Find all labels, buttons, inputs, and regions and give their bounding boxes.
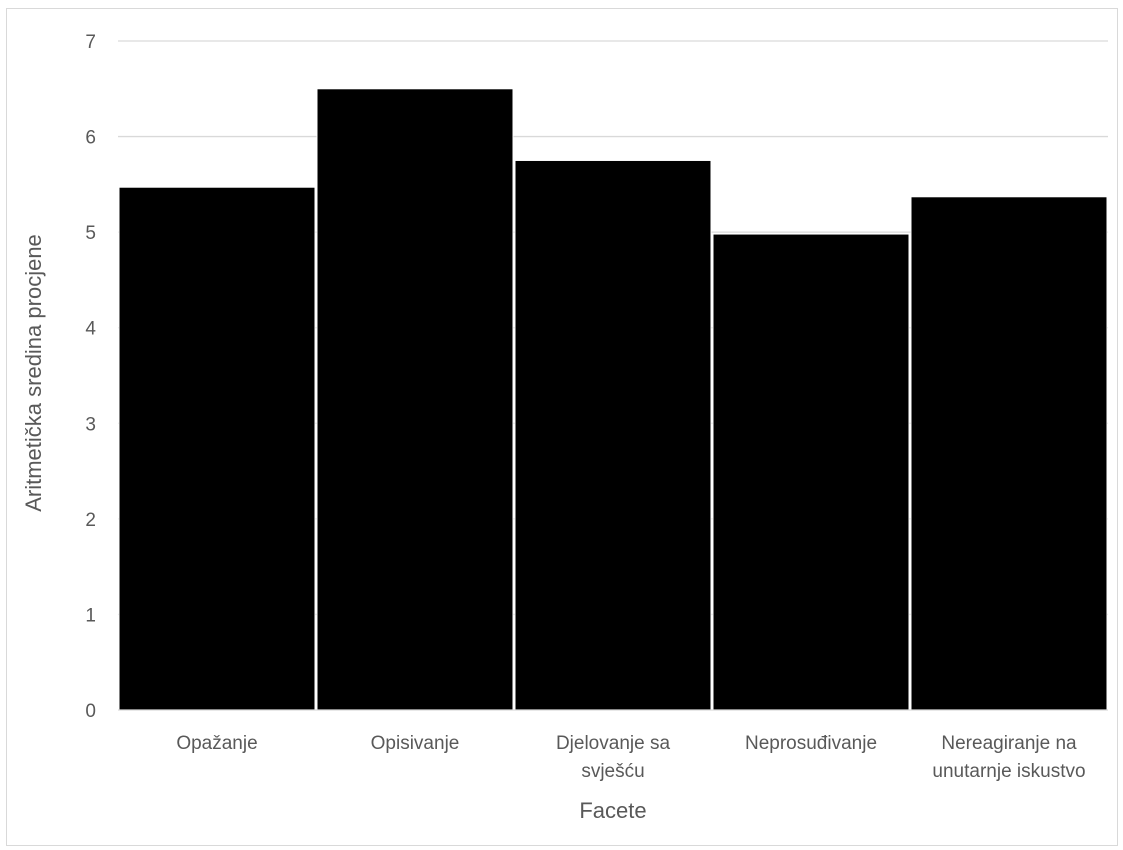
bar xyxy=(712,233,910,711)
y-tick-label: 3 xyxy=(85,414,96,435)
x-tick-label-line: unutarnje iskustvo xyxy=(932,761,1085,782)
bars xyxy=(118,88,1108,711)
y-tick-labels: 0 1 2 3 4 5 6 7 xyxy=(85,32,96,722)
x-tick-label-line: Djelovanje sa xyxy=(556,733,670,754)
x-tick-labels: Opažanje Opisivanje Djelovanje sa svješću Ne… xyxy=(176,733,1085,782)
y-tick-label: 0 xyxy=(85,701,96,722)
x-tick-label: Opažanje xyxy=(176,733,257,754)
x-tick-label-line: Opažanje xyxy=(176,733,257,754)
x-tick-label: Nereagiranje na unutarnje iskustvo xyxy=(932,733,1085,782)
y-tick-label: 1 xyxy=(85,605,96,626)
x-axis-title: Facete xyxy=(579,798,646,823)
x-tick-label: Neprosuđivanje xyxy=(745,733,877,754)
y-axis-title: Aritmetička sredina procjene xyxy=(21,234,46,512)
y-tick-label: 5 xyxy=(85,223,96,244)
x-tick-label: Opisivanje xyxy=(371,733,460,754)
x-tick-label-line: Nereagiranje na xyxy=(941,733,1077,754)
y-tick-label: 7 xyxy=(85,32,96,53)
bar xyxy=(118,186,316,711)
y-tick-label: 2 xyxy=(85,510,96,531)
x-tick-label-line: Opisivanje xyxy=(371,733,460,754)
bar xyxy=(514,159,712,711)
x-tick-label: Djelovanje sa svješću xyxy=(556,733,670,782)
x-tick-label-line: Neprosuđivanje xyxy=(745,733,877,754)
bar xyxy=(316,88,514,711)
y-tick-label: 6 xyxy=(85,128,96,149)
x-tick-label-line: svješću xyxy=(581,761,644,782)
bar xyxy=(910,196,1108,711)
y-tick-label: 4 xyxy=(85,319,96,340)
